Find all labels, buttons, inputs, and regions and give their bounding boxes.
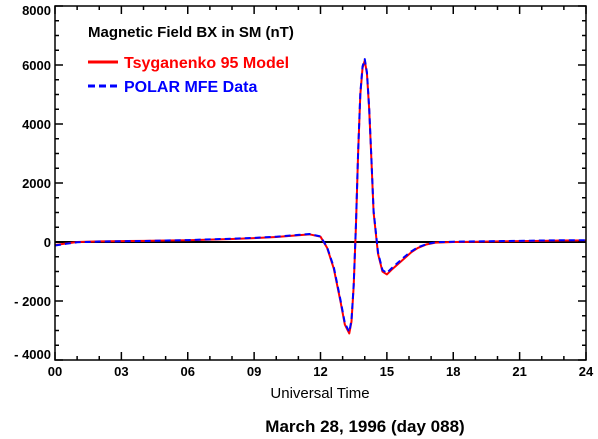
y-tick-label: 6000 <box>22 58 51 73</box>
x-tick-label: 06 <box>181 364 195 379</box>
series-line-data <box>54 58 586 333</box>
legend: Tsyganenko 95 Model POLAR MFE Data <box>88 55 289 96</box>
x-tick-label: 03 <box>114 364 128 379</box>
y-tick-label: - 2000 <box>14 294 51 309</box>
legend-label-data: POLAR MFE Data <box>124 79 257 96</box>
tick-labels: 00 03 06 09 12 15 18 21 24 - 4000 - 2000 0 2000 4000 6… <box>14 3 594 379</box>
x-tick-label: 18 <box>446 364 460 379</box>
x-axis-title: Universal Time <box>270 385 369 402</box>
y-tick-label: - 4000 <box>14 347 51 362</box>
chart-title: Magnetic Field BX in SM (nT) <box>88 24 294 41</box>
x-tick-label: 24 <box>579 364 594 379</box>
x-tick-label: 15 <box>380 364 394 379</box>
x-tick-label: 09 <box>247 364 261 379</box>
y-tick-label: 8000 <box>22 3 51 18</box>
x-tick-label: 00 <box>48 364 62 379</box>
y-tick-label: 2000 <box>22 176 51 191</box>
legend-label-model: Tsyganenko 95 Model <box>124 55 289 72</box>
y-tick-label: 0 <box>44 235 51 250</box>
chart-caption: March 28, 1996 (day 088) <box>265 417 464 436</box>
ticks <box>54 5 587 361</box>
y-tick-label: 4000 <box>22 117 51 132</box>
x-tick-label: 21 <box>512 364 526 379</box>
x-tick-label: 12 <box>313 364 327 379</box>
